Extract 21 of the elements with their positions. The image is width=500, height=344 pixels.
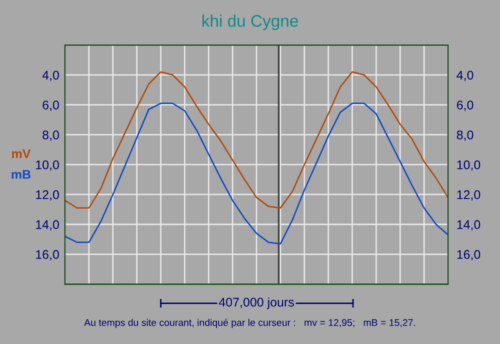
text: 407,000 jours [218, 297, 294, 310]
y-tick-label: 6,0 [42, 100, 59, 111]
y2-tick-label: 16,0 [457, 250, 480, 260]
line-series [65, 71, 448, 209]
y2-tick-label: 14,0 [457, 220, 480, 231]
y-tick-label: 16,0 [36, 250, 59, 260]
y-tick-label: 8,0 [42, 130, 59, 141]
y2-tick-label: 6,0 [456, 100, 474, 111]
y-tick-label: 4,0 [42, 70, 59, 82]
text: mB [12, 170, 30, 179]
y2-tick-label: 8,0 [456, 130, 474, 141]
y-tick-label: 10,0 [36, 160, 59, 171]
line-series [65, 102, 448, 244]
y2-tick-label: 10,0 [457, 160, 480, 171]
y-tick-label: 12,0 [36, 190, 59, 201]
text: Au temps du site courant, indiqué par le curseur : mv = 12,95; mB = 15,27. [84, 318, 416, 328]
y2-tick-label: 4,0 [456, 70, 474, 82]
chart-title: khi du Cygne [202, 14, 298, 30]
y2-tick-label: 12,0 [457, 190, 480, 201]
text: mV [12, 149, 31, 158]
y-tick-label: 14,0 [36, 220, 59, 231]
